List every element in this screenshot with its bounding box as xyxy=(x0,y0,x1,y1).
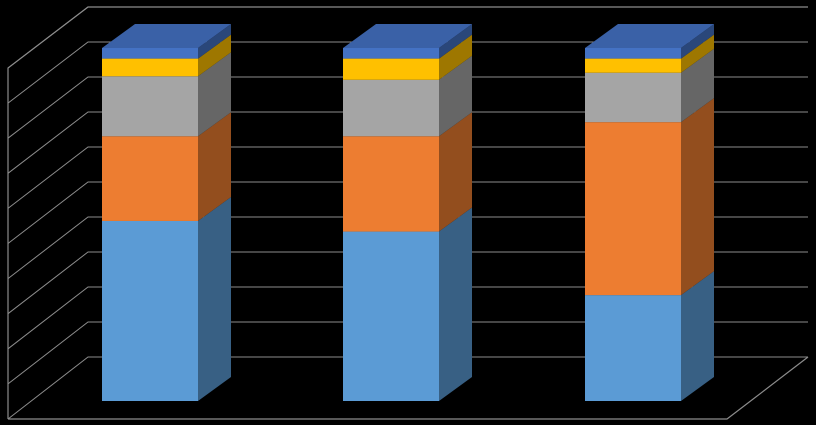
gridline xyxy=(7,181,808,244)
bar-side-segment xyxy=(198,34,231,77)
bar-side-segment xyxy=(198,52,231,137)
gridline xyxy=(7,76,808,139)
bar-side-segment xyxy=(681,48,714,123)
bar-segment xyxy=(585,48,681,59)
bar-stack-1 xyxy=(102,24,231,401)
bar-segment xyxy=(102,136,198,221)
bar-side-segment xyxy=(198,196,231,401)
gridline xyxy=(7,356,808,420)
gridline xyxy=(7,216,808,279)
bar-side-segment xyxy=(439,207,472,401)
floor-edge xyxy=(8,356,809,420)
bar-top-face xyxy=(585,24,714,48)
bar-side-segment xyxy=(681,98,714,296)
gridline xyxy=(7,6,808,69)
bar-side-segment xyxy=(681,271,714,401)
gridline xyxy=(7,321,808,385)
gridline xyxy=(7,286,808,350)
bar-stack-2 xyxy=(343,24,472,401)
bar-side-segment xyxy=(198,24,231,59)
gridline xyxy=(7,41,808,104)
bar-segment xyxy=(585,295,681,401)
bar-stacks xyxy=(102,24,714,401)
bar-segment xyxy=(343,58,439,80)
bar-side-segment xyxy=(198,112,231,221)
bar-segment xyxy=(585,122,681,296)
bar-top-face xyxy=(102,24,231,48)
bar-stack-3 xyxy=(585,24,714,401)
bar-segment xyxy=(343,79,439,137)
gridline xyxy=(7,111,808,174)
bar-side-segment xyxy=(681,24,714,59)
bar-segment xyxy=(343,48,439,59)
gridline xyxy=(7,146,808,209)
gridlines xyxy=(7,6,808,420)
gridline xyxy=(7,251,808,315)
bar-segment xyxy=(585,72,681,123)
bar-segment xyxy=(102,220,198,401)
bar-side-segment xyxy=(681,34,714,73)
bar-segment xyxy=(102,58,198,77)
bar-side-segment xyxy=(439,55,472,137)
bar-segment xyxy=(102,76,198,137)
bar-top-face xyxy=(343,24,472,48)
bar-segment xyxy=(343,136,439,232)
bar-side-segment xyxy=(439,112,472,232)
bar-side-segment xyxy=(439,24,472,59)
bar-segment xyxy=(343,231,439,401)
bar-side-segment xyxy=(439,34,472,80)
bar-segment xyxy=(102,48,198,59)
bar-segment xyxy=(585,58,681,73)
